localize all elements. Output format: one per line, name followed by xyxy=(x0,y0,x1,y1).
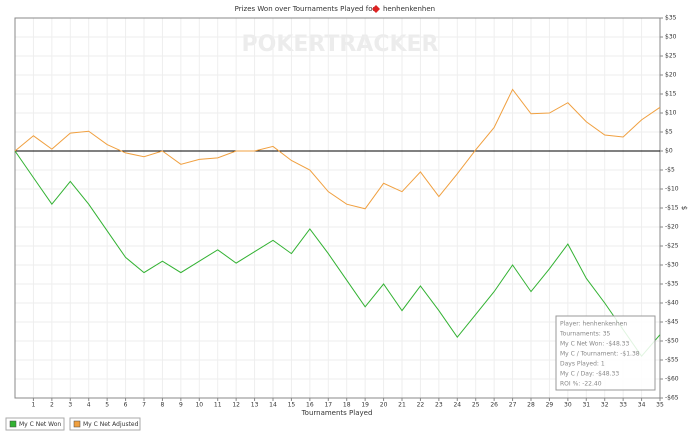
y-tick-label: $5 xyxy=(665,129,673,136)
y-tick-label: -$25 xyxy=(665,243,679,250)
x-tick-label: 8 xyxy=(161,402,165,409)
series-line xyxy=(14,150,661,358)
plot-frame xyxy=(14,17,661,399)
x-tick-label: 34 xyxy=(638,402,646,409)
x-tick-label: 12 xyxy=(232,402,240,409)
y-tick-label: -$45 xyxy=(665,319,679,326)
series-line xyxy=(14,88,661,210)
y-tick-label: $20 xyxy=(665,72,677,79)
y-tick-label: $0 xyxy=(665,148,673,155)
y-tick-label: $15 xyxy=(665,91,677,98)
x-tick-label: 14 xyxy=(269,402,277,409)
x-tick-label: 27 xyxy=(509,402,517,409)
x-tick-label: 3 xyxy=(68,402,72,409)
x-tick-label: 35 xyxy=(656,402,664,409)
x-tick-label: 7 xyxy=(142,402,146,409)
player-name: henhenkenhen xyxy=(383,5,435,13)
x-tick-label: 4 xyxy=(87,402,91,409)
chart-title: Prizes Won over Tournaments Played for xyxy=(235,5,376,13)
info-box xyxy=(555,315,656,391)
x-tick-label: 19 xyxy=(361,402,369,409)
x-tick-label: 9 xyxy=(179,402,183,409)
x-tick-label: 29 xyxy=(546,402,554,409)
legend-label: My C Net Won xyxy=(19,421,61,428)
legend-frame xyxy=(69,417,141,431)
y-axis-title: $ xyxy=(680,206,688,210)
y-tick-label: -$5 xyxy=(665,167,675,174)
y-tick-label: -$20 xyxy=(665,224,679,231)
y-tick-label: -$40 xyxy=(665,300,679,307)
x-tick-label: 30 xyxy=(564,402,572,409)
info-line: Days Played: 1 xyxy=(560,361,605,368)
info-line: ROI %: -22.40 xyxy=(560,381,602,388)
y-tick-label: -$10 xyxy=(665,186,679,193)
y-tick-label: -$35 xyxy=(665,281,679,288)
x-tick-label: 16 xyxy=(306,402,314,409)
x-tick-label: 2 xyxy=(50,402,54,409)
x-tick-label: 10 xyxy=(195,402,203,409)
x-tick-label: 33 xyxy=(619,402,627,409)
y-tick-label: $30 xyxy=(665,34,677,41)
info-line: Player: henhenkenhen xyxy=(560,321,627,328)
y-tick-label: -$65 xyxy=(665,395,679,402)
y-tick-label: -$55 xyxy=(665,357,679,364)
legend-swatch xyxy=(73,420,81,428)
y-tick-label: -$30 xyxy=(665,262,679,269)
info-line: My C / Tournament: -$1.38 xyxy=(560,351,640,358)
x-tick-label: 17 xyxy=(324,402,332,409)
x-tick-label: 5 xyxy=(105,402,109,409)
x-tick-label: 21 xyxy=(398,402,406,409)
y-tick-label: -$60 xyxy=(665,376,679,383)
y-tick-label: -$50 xyxy=(665,338,679,345)
x-tick-label: 13 xyxy=(251,402,259,409)
x-tick-label: 11 xyxy=(214,402,222,409)
x-tick-label: 15 xyxy=(288,402,296,409)
x-tick-label: 24 xyxy=(453,402,461,409)
info-line: My C / Day: -$48.33 xyxy=(560,371,619,378)
x-tick-label: 26 xyxy=(490,402,498,409)
legend-label: My C Net Adjusted xyxy=(83,421,139,428)
x-tick-label: 18 xyxy=(343,402,351,409)
x-tick-label: 28 xyxy=(527,402,535,409)
y-tick-label: $35 xyxy=(665,15,677,22)
y-tick-label: $25 xyxy=(665,53,677,60)
x-tick-label: 6 xyxy=(124,402,128,409)
x-axis-title: Tournaments Played xyxy=(301,409,373,417)
y-tick-label: -$15 xyxy=(665,205,679,212)
x-tick-label: 22 xyxy=(417,402,425,409)
x-tick-label: 31 xyxy=(582,402,590,409)
watermark: POKERTRACKER xyxy=(242,32,439,57)
y-tick-label: $10 xyxy=(665,110,677,117)
x-tick-label: 25 xyxy=(472,402,480,409)
x-tick-label: 20 xyxy=(380,402,388,409)
info-line: My C Net Won: -$48.33 xyxy=(560,341,629,348)
x-tick-label: 32 xyxy=(601,402,609,409)
player-icon xyxy=(372,5,380,13)
x-tick-label: 23 xyxy=(435,402,443,409)
x-tick-label: 1 xyxy=(32,402,36,409)
legend-frame xyxy=(5,417,65,431)
info-line: Tournaments: 35 xyxy=(559,331,611,338)
legend-swatch xyxy=(9,420,17,428)
